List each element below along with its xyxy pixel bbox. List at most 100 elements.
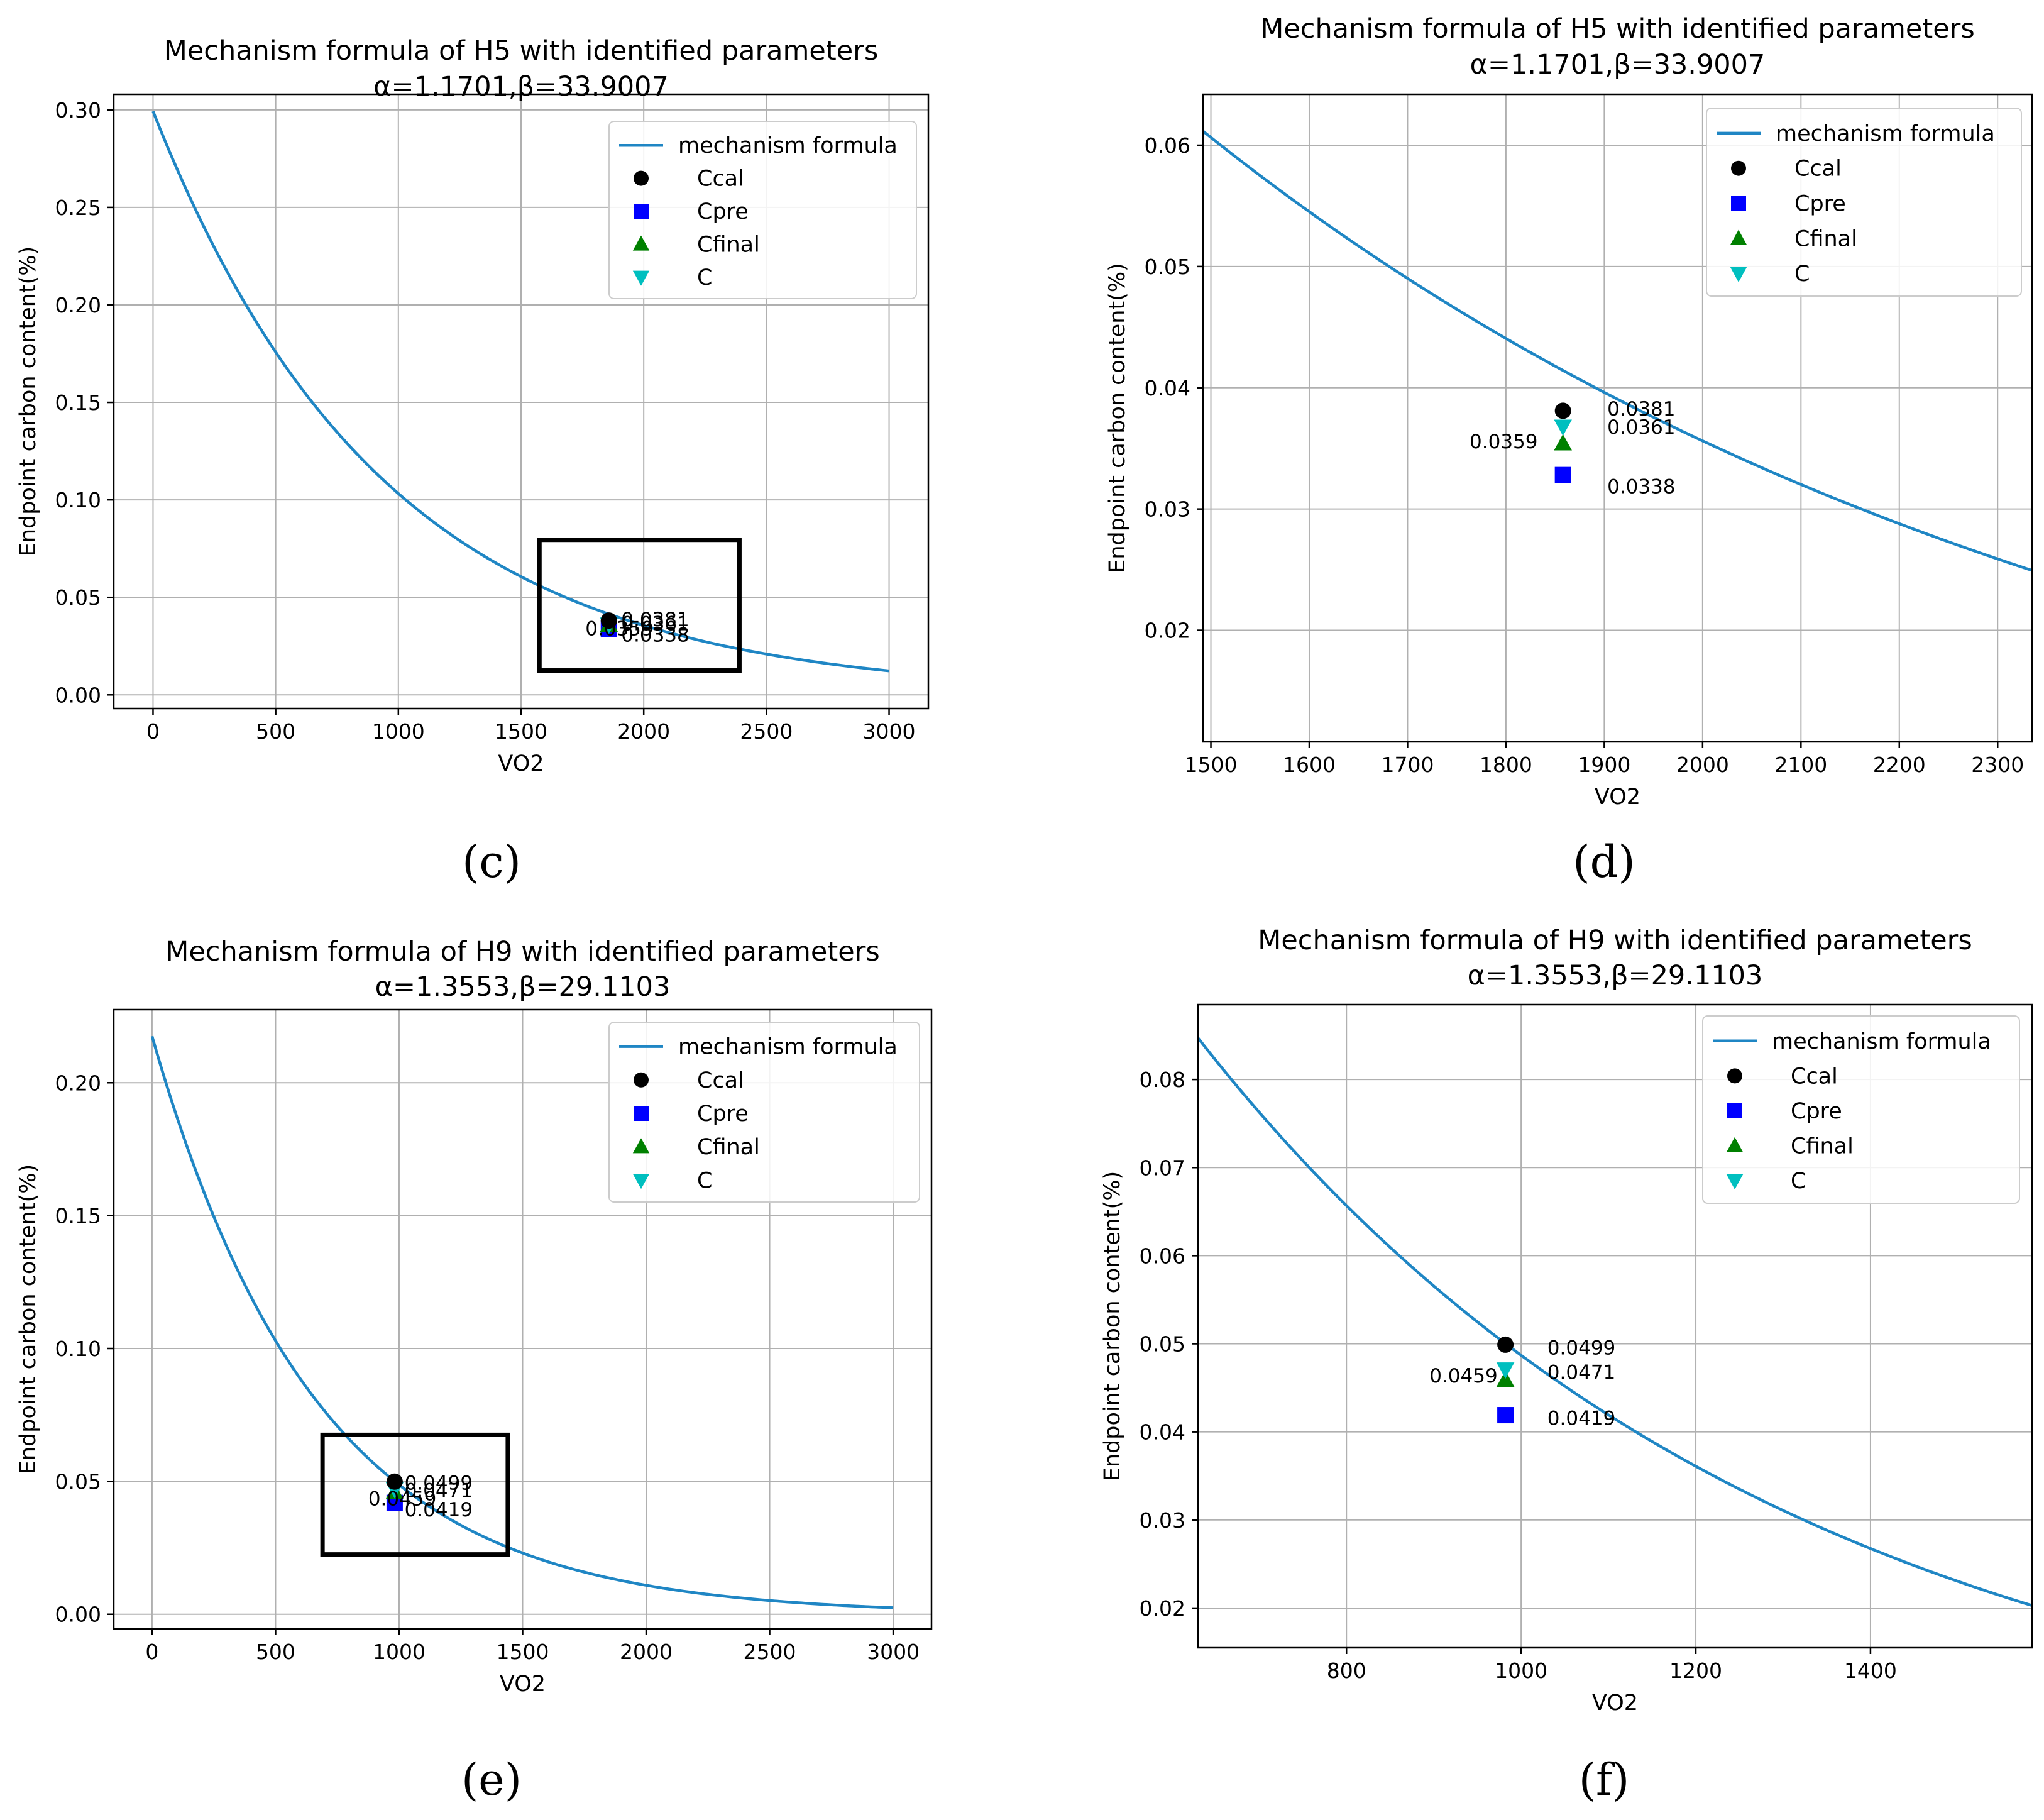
- y-tick-label: 0.06: [1145, 133, 1190, 158]
- y-tick-label: 0.10: [55, 1337, 101, 1361]
- y-tick-label: 0.05: [55, 585, 101, 610]
- x-tick-label: 2000: [1676, 753, 1729, 777]
- x-tick-label: 2000: [620, 1640, 673, 1664]
- y-tick-label: 0.05: [1145, 255, 1190, 279]
- point-label: 0.0359: [585, 618, 653, 641]
- legend-marker-ccal: [634, 170, 649, 186]
- point-cpre: [1554, 466, 1571, 483]
- y-tick-label: 0.03: [1140, 1508, 1185, 1533]
- legend-label: Cfinal: [697, 232, 760, 257]
- point-label: 0.0361: [621, 612, 689, 635]
- point-label: 0.0338: [621, 624, 689, 647]
- legend-marker-cpre: [634, 1106, 649, 1121]
- legend-frame: [1706, 108, 2022, 297]
- legend-marker-cfinal: [632, 235, 650, 251]
- y-tick-label: 0.08: [1140, 1067, 1185, 1092]
- x-tick-label: 2200: [1873, 753, 1926, 777]
- chart-title: Mechanism formula of H9 with identified …: [1258, 925, 1972, 956]
- x-tick-label: 500: [256, 1640, 295, 1664]
- y-tick-label: 0.00: [55, 1602, 101, 1627]
- legend-label: Cfinal: [697, 1135, 760, 1160]
- point-label: 0.0381: [1607, 398, 1675, 421]
- y-tick-label: 0.06: [1140, 1244, 1185, 1268]
- series-line-mechanism-formula: [1203, 130, 2032, 572]
- x-axis-label: VO2: [1592, 1690, 1638, 1716]
- x-tick-label: 1500: [495, 719, 547, 744]
- legend-label: mechanism formula: [1776, 121, 1995, 146]
- y-tick-label: 0.25: [55, 196, 101, 220]
- legend-marker-cpre: [634, 204, 649, 219]
- panel-caption: (d): [1573, 836, 1635, 888]
- legend-marker-cpre: [1731, 196, 1746, 211]
- chart-subtitle: α=1.1701,β=33.9007: [1470, 49, 1766, 80]
- series-line-mechanism-formula: [1198, 1037, 2032, 1608]
- y-tick-label: 0.07: [1140, 1155, 1185, 1180]
- legend-marker-c: [632, 1174, 650, 1189]
- point-ccal: [600, 612, 617, 629]
- chart-title: Mechanism formula of H5 with identified …: [164, 35, 878, 67]
- legend-marker-cfinal: [632, 1138, 650, 1154]
- legend-label: C: [1791, 1169, 1806, 1194]
- point-label: 0.0381: [621, 609, 689, 631]
- x-axis-label: VO2: [1595, 785, 1640, 810]
- y-tick-label: 0.05: [1140, 1332, 1185, 1357]
- point-cfinal: [1554, 434, 1572, 451]
- point-label: 0.0499: [405, 1472, 473, 1494]
- legend-marker-cpre: [1727, 1103, 1742, 1118]
- chart-subtitle: α=1.1701,β=33.9007: [373, 71, 669, 102]
- y-tick-label: 0.15: [55, 390, 101, 415]
- legend-frame: [1702, 1015, 2020, 1204]
- legend-label: Ccal: [697, 167, 744, 192]
- x-tick-label: 1500: [1185, 753, 1238, 777]
- x-tick-label: 1400: [1844, 1658, 1897, 1683]
- point-label: 0.0338: [1607, 476, 1675, 499]
- x-tick-label: 0: [146, 719, 160, 744]
- x-tick-label: 2000: [617, 719, 670, 744]
- legend: mechanism formula Ccal Cpre Cfinal C: [608, 1022, 920, 1203]
- point-label: 0.0359: [1470, 431, 1537, 453]
- x-tick-label: 1700: [1381, 753, 1434, 777]
- legend-label: mechanism formula: [678, 133, 898, 158]
- x-tick-label: 2500: [744, 1640, 796, 1664]
- y-tick-label: 0.10: [55, 488, 101, 512]
- x-tick-label: 2500: [740, 719, 793, 744]
- plot-frame: [1197, 1003, 2033, 1649]
- point-label: 0.0471: [405, 1479, 473, 1502]
- legend-label: C: [697, 265, 712, 290]
- point-c: [1496, 1362, 1515, 1379]
- y-tick-label: 0.02: [1140, 1596, 1185, 1621]
- x-axis-label: VO2: [498, 751, 544, 776]
- point-label: 0.0471: [1547, 1362, 1615, 1384]
- chart-title: Mechanism formula of H9 with identified …: [165, 936, 879, 968]
- point-label: 0.0419: [405, 1499, 473, 1521]
- y-tick-label: 0.15: [55, 1204, 101, 1228]
- legend-label: Cpre: [697, 199, 749, 224]
- y-tick-label: 0.00: [55, 683, 101, 707]
- legend-label: mechanism formula: [678, 1035, 898, 1060]
- panel-caption: (c): [462, 836, 521, 888]
- chart-subtitle: α=1.3553,β=29.1103: [375, 971, 671, 1003]
- y-tick-label: 0.20: [55, 293, 101, 317]
- legend-marker-ccal: [634, 1072, 649, 1088]
- y-tick-label: 0.03: [1145, 497, 1190, 522]
- y-axis-label: Endpoint carbon content(%): [16, 1164, 41, 1475]
- point-label: 0.0361: [1607, 416, 1675, 439]
- point-ccal: [1497, 1336, 1514, 1353]
- panel-caption: (e): [461, 1754, 522, 1806]
- zoom-box: [320, 1432, 510, 1557]
- legend-marker-ccal: [1727, 1068, 1742, 1084]
- legend-marker-c: [1730, 267, 1747, 282]
- legend-label: C: [1794, 262, 1810, 287]
- point-label: 0.0419: [1547, 1407, 1615, 1430]
- x-tick-label: 1600: [1283, 753, 1336, 777]
- legend-frame: [608, 121, 917, 299]
- x-tick-label: 1800: [1480, 753, 1532, 777]
- point-label: 0.0459: [368, 1487, 436, 1510]
- legend-label: Ccal: [1791, 1064, 1838, 1089]
- y-tick-label: 0.04: [1140, 1420, 1185, 1445]
- legend-label: Cfinal: [1794, 226, 1857, 251]
- x-tick-label: 3000: [863, 719, 916, 744]
